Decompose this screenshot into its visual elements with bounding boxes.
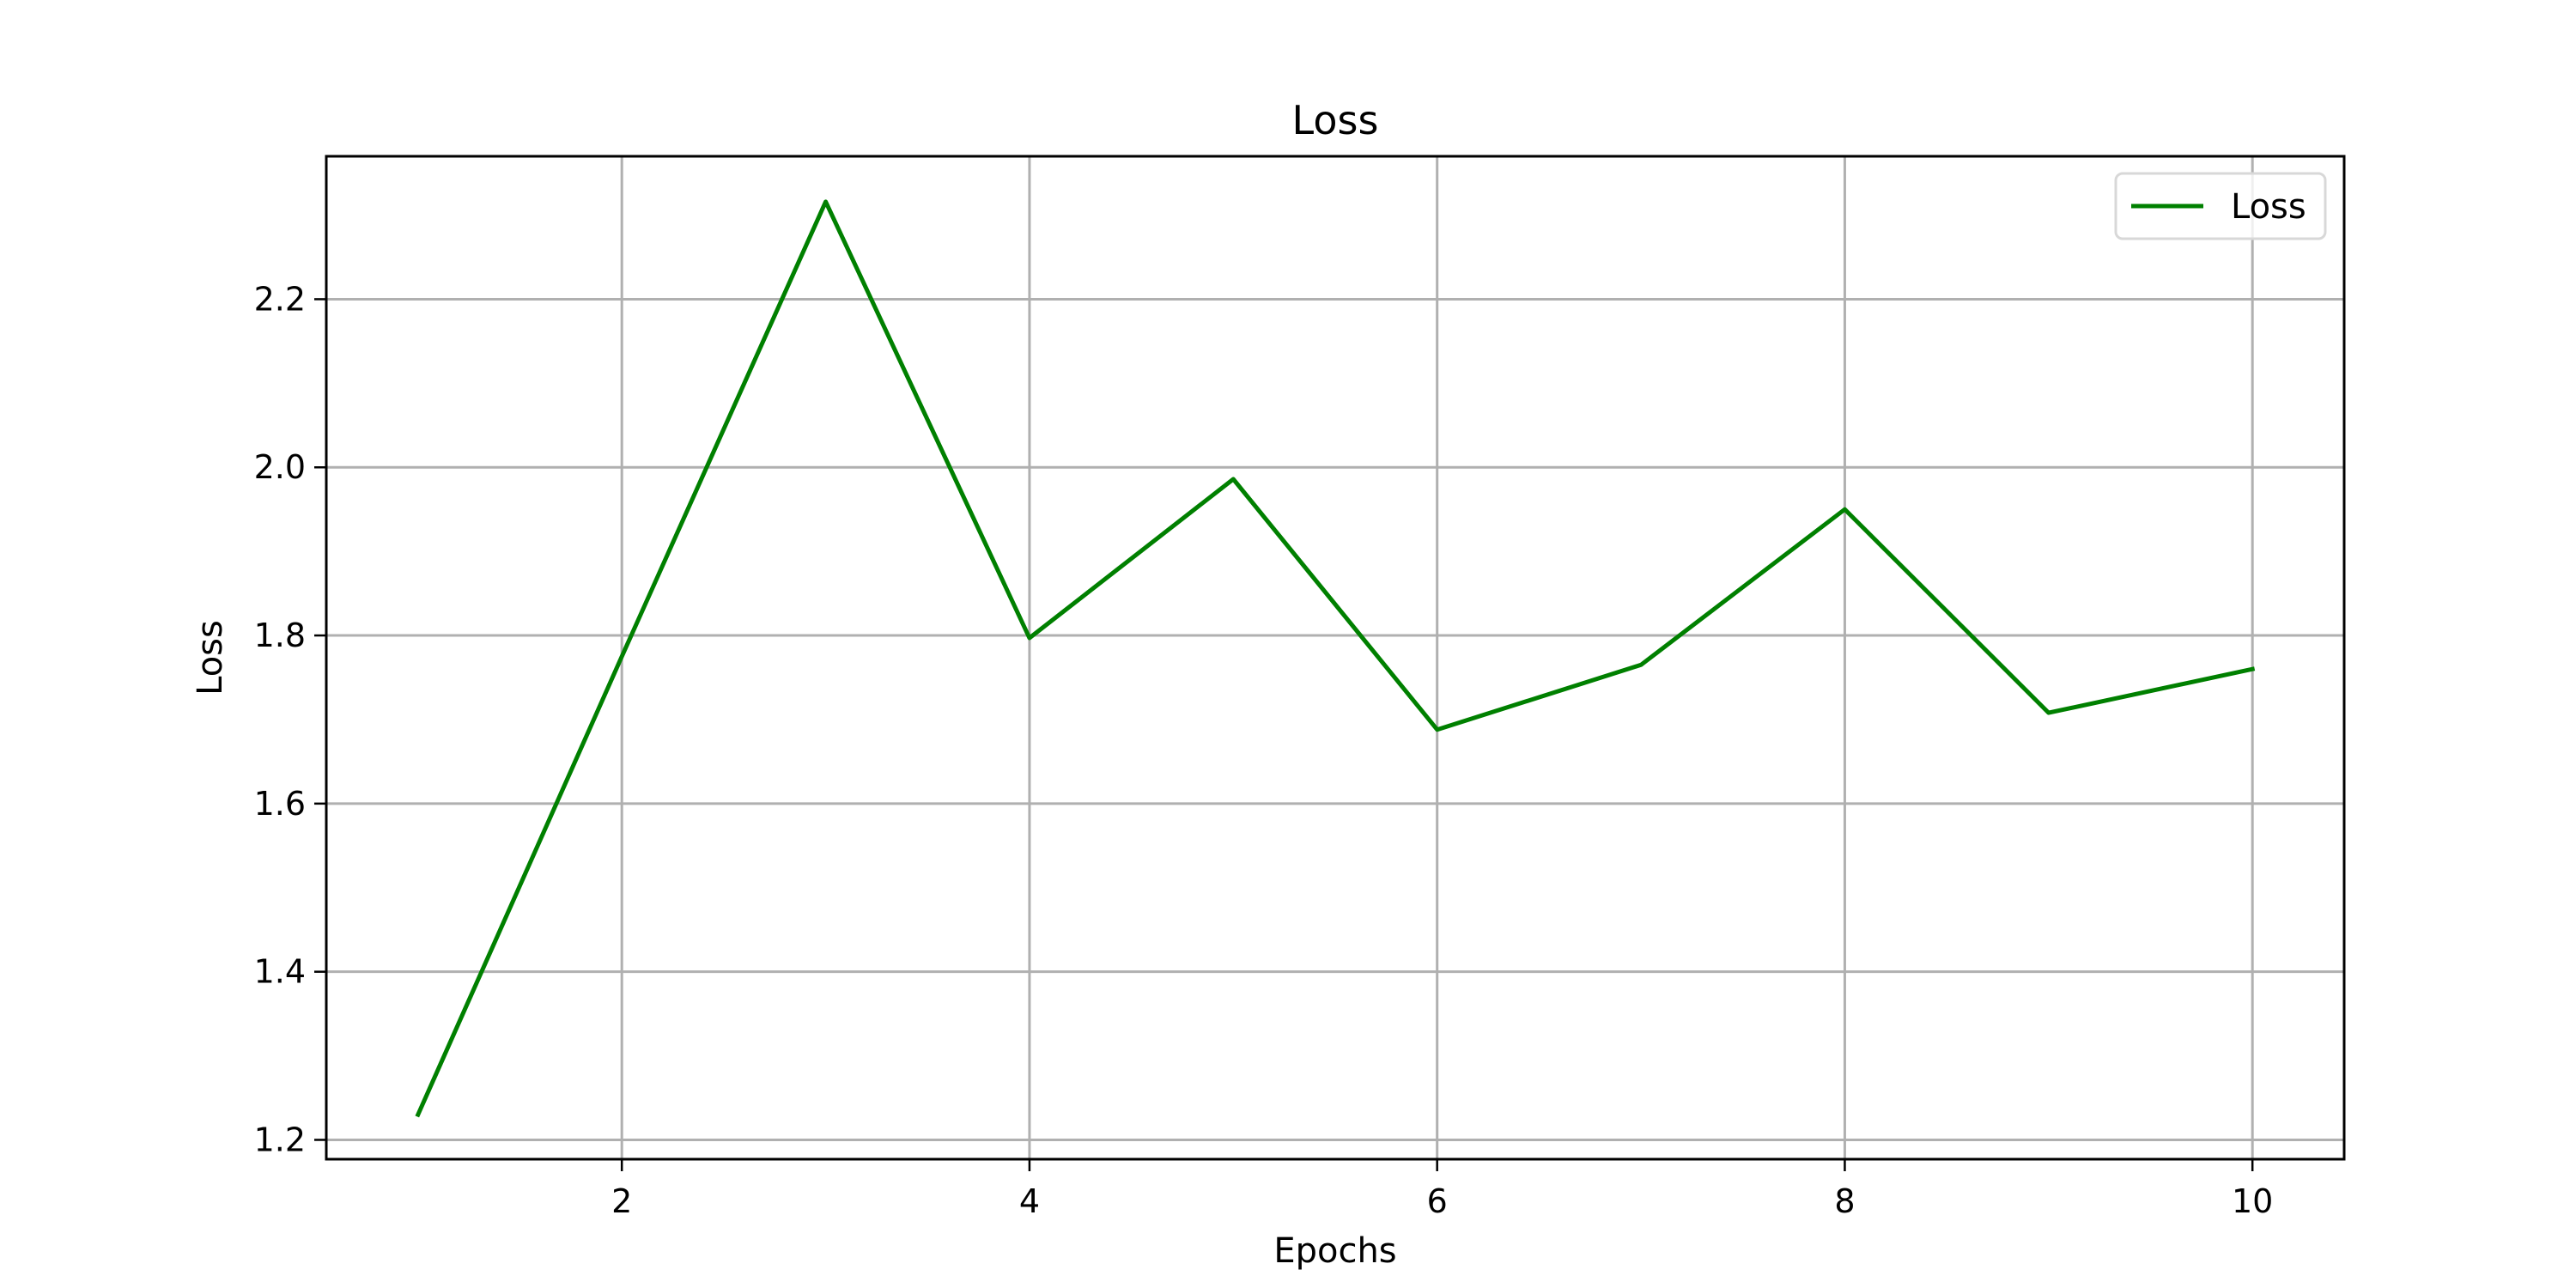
chart-title: Loss xyxy=(1292,97,1379,143)
ticks: 2 4 6 8 10 1.2 1.4 1.6 1.8 2.0 2.2 xyxy=(254,280,2274,1220)
x-tick-label: 8 xyxy=(1834,1182,1855,1220)
series-layer xyxy=(415,199,2256,1118)
y-tick-label: 2.2 xyxy=(254,280,306,318)
series-line-loss xyxy=(415,199,2256,1118)
y-tick-label: 1.2 xyxy=(254,1121,306,1158)
plot-frame xyxy=(325,155,2346,1161)
x-axis-label: Epochs xyxy=(1273,1231,1396,1271)
y-axis-label: Loss xyxy=(191,620,230,696)
y-tick-label: 1.8 xyxy=(254,617,306,654)
legend: Loss xyxy=(2114,172,2327,240)
legend-box xyxy=(2114,172,2327,240)
x-tick-label: 10 xyxy=(2232,1182,2273,1220)
y-tick-label: 2.0 xyxy=(254,448,306,486)
y-tick-label: 1.4 xyxy=(254,953,306,991)
grid xyxy=(326,156,2344,1159)
legend-label-loss: Loss xyxy=(2231,187,2306,227)
x-tick-label: 2 xyxy=(611,1182,632,1220)
x-tick-label: 4 xyxy=(1019,1182,1040,1220)
x-tick-label: 6 xyxy=(1427,1182,1448,1220)
y-tick-label: 1.6 xyxy=(254,785,306,823)
